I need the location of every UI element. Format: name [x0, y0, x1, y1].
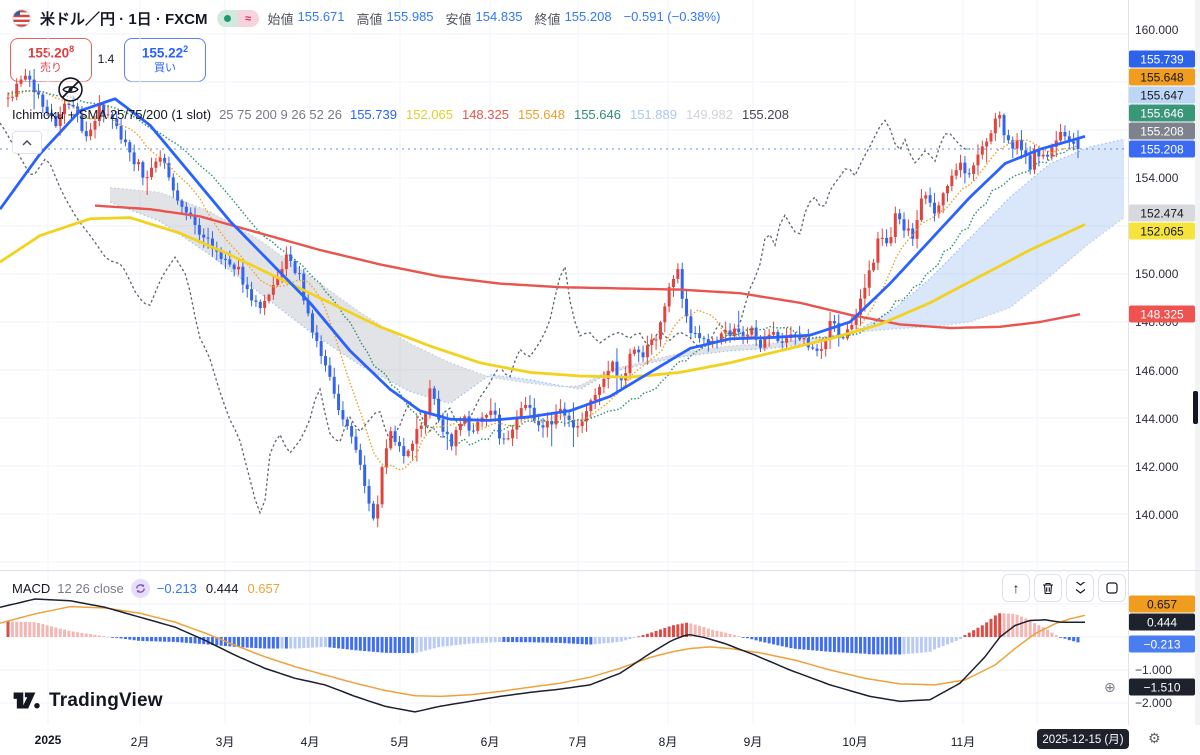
macd-params: 12 26 close — [57, 581, 124, 596]
price-badge: 155.646 — [1129, 104, 1195, 122]
price-badge: 155.648 — [1129, 68, 1195, 86]
price-tick-label: 146.000 — [1135, 364, 1179, 378]
macd-values: −0.213 0.444 0.657 — [157, 581, 280, 596]
indicator-values: 155.739 152.065 148.325 155.648 155.646 151.8… — [350, 107, 789, 122]
indicator-value: 148.325 — [461, 107, 509, 122]
month-label: 2月 — [130, 735, 150, 749]
tradingview-logo-text: TradingView — [49, 689, 163, 711]
indicator-value: 155.648 — [517, 107, 565, 122]
ichimoku-legend[interactable]: Ichimoku + SMA 25/75/200 (1 slot) 25 75 … — [12, 107, 789, 122]
indicator-value: 152.065 — [405, 107, 453, 122]
ohlc-values: 始値 155.671 高値 155.985 安値 154.835 終値 155.208 … — [267, 9, 721, 27]
month-label: 3月 — [215, 735, 235, 749]
maximize-pane-button[interactable] — [1098, 574, 1126, 602]
price-badge: 155.739 — [1129, 50, 1195, 68]
usd-flag-icon — [12, 9, 31, 28]
month-label: 2025 — [34, 733, 62, 747]
scrollbar-thumb[interactable] — [1193, 391, 1198, 424]
collapse-pane-button[interactable] — [1066, 574, 1094, 602]
pane-toolbar: ↑ — [1002, 574, 1126, 602]
indicator-value: 151.889 — [629, 107, 677, 122]
price-badge: −1.510 — [1129, 678, 1195, 696]
price-tick-label: 144.000 — [1135, 412, 1179, 426]
indicator-title: Ichimoku + SMA 25/75/200 (1 slot) — [12, 107, 212, 122]
month-label: 6月 — [480, 735, 500, 749]
indicator-value: 149.982 — [685, 107, 733, 122]
price-tick-label: 142.000 — [1135, 460, 1179, 474]
buy-button[interactable]: 155.222 買い — [124, 38, 206, 82]
gear-icon[interactable]: ⚙ — [1148, 730, 1161, 746]
price-tick-label: 140.000 — [1135, 508, 1179, 522]
scale-separator — [1128, 0, 1129, 725]
month-label: 4月 — [300, 735, 320, 749]
delete-pane-button[interactable] — [1034, 574, 1062, 602]
high-value: 155.985 — [386, 9, 434, 24]
price-tick-label: 160.000 — [1135, 23, 1179, 37]
price-badge: 152.065 — [1129, 222, 1195, 240]
time-axis[interactable]: 2025-12-15 (月) ⚙ 2025 2月 3月 4月 5月 6月 7月 8月 9月 10月… — [0, 725, 1200, 755]
price-badge: 0.657 — [1129, 595, 1195, 613]
tradingview-logo-icon — [13, 692, 40, 709]
price-badge: 155.208 — [1129, 122, 1195, 140]
price-badge: 155.208 — [1129, 140, 1195, 158]
price-badge: 148.325 — [1129, 305, 1195, 323]
right-edge-strip — [1195, 0, 1200, 725]
change-value: −0.591 (−0.38%) — [623, 9, 721, 24]
price-badge: 0.444 — [1129, 613, 1195, 631]
open-value: 155.671 — [297, 9, 345, 24]
tradingview-logo[interactable]: TradingView — [12, 688, 163, 713]
month-label: 8月 — [658, 735, 678, 749]
indicator-value: 155.739 — [349, 107, 397, 122]
price-tick-label: −1.000 — [1135, 663, 1173, 677]
move-pane-up-button[interactable]: ↑ — [1002, 574, 1030, 602]
month-label: 7月 — [568, 735, 588, 749]
symbol-title[interactable]: 米ドル／円 · 1日 · FXCM — [40, 11, 208, 28]
refresh-icon — [130, 579, 150, 598]
close-value: 155.208 — [564, 9, 612, 24]
month-label: 10月 — [842, 735, 868, 749]
delayed-data-icon: ≈ — [237, 10, 259, 27]
macd-value: −0.213 — [156, 581, 197, 596]
eye-off-icon[interactable] — [57, 76, 84, 103]
price-tick-label: 150.000 — [1135, 267, 1179, 281]
month-label: 11月 — [950, 735, 976, 749]
indicator-value: 155.646 — [573, 107, 621, 122]
macd-value: 0.657 — [247, 581, 280, 596]
price-tick-label: 154.000 — [1135, 171, 1179, 185]
add-alert-plus-icon[interactable]: ⊕ — [1104, 679, 1116, 695]
indicator-value: 155.208 — [741, 107, 789, 122]
market-open-dot-icon — [216, 10, 238, 27]
chart-header: 米ドル／円 · 1日 · FXCM ≈ 始値 155.671 高値 155.985 … — [12, 8, 720, 29]
macd-value: 0.444 — [205, 581, 239, 596]
pane-separator[interactable] — [0, 570, 1200, 571]
indicator-params: 25 75 200 9 26 52 26 — [219, 107, 342, 122]
macd-legend[interactable]: MACD 12 26 close −0.213 0.444 0.657 — [12, 579, 280, 598]
month-label: 9月 — [743, 735, 763, 749]
price-badge: 155.647 — [1129, 86, 1195, 104]
current-date-badge: 2025-12-15 (月) — [1037, 728, 1129, 749]
macd-title: MACD — [12, 581, 51, 596]
market-status-pill[interactable]: ≈ — [216, 10, 259, 27]
price-scale[interactable]: 160.000154.000150.000148.000146.000144.0… — [1128, 0, 1200, 725]
month-label: 5月 — [390, 735, 410, 749]
price-badge: 152.474 — [1129, 204, 1195, 222]
price-tick-label: −2.000 — [1135, 696, 1173, 710]
collapse-legend-button[interactable] — [12, 131, 42, 154]
low-value: 154.835 — [475, 9, 523, 24]
spread-value: 1.4 — [97, 52, 115, 66]
price-badge: −0.213 — [1129, 635, 1195, 653]
